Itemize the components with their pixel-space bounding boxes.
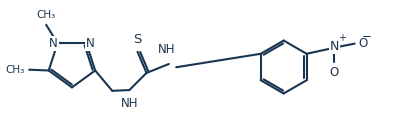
Text: O: O	[330, 66, 339, 79]
Text: NH: NH	[121, 97, 139, 110]
Text: N: N	[329, 40, 339, 53]
Text: S: S	[134, 34, 142, 46]
Text: NH: NH	[158, 43, 176, 56]
Text: O: O	[358, 37, 367, 50]
Text: −: −	[362, 30, 372, 43]
Text: CH₃: CH₃	[5, 65, 24, 75]
Text: +: +	[339, 33, 346, 43]
Text: N: N	[87, 37, 95, 50]
Text: CH₃: CH₃	[37, 10, 56, 20]
Text: N: N	[49, 37, 58, 50]
